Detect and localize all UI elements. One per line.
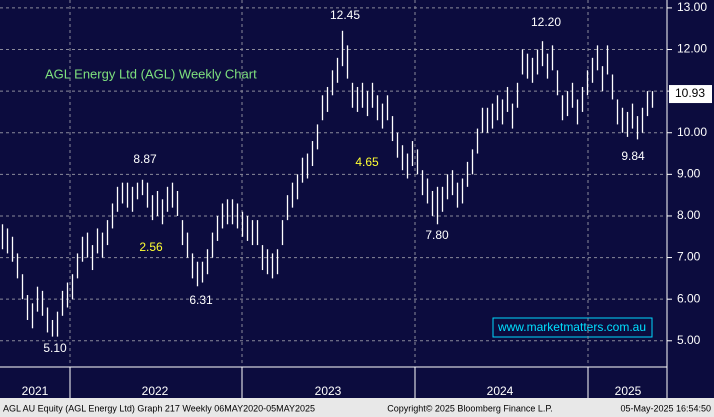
watermark-box bbox=[492, 317, 653, 338]
footer-right: 05-May-2025 16:54:50 bbox=[620, 403, 711, 413]
x-tick-label: 2025 bbox=[615, 384, 642, 398]
annotation: 12.20 bbox=[531, 15, 561, 29]
annotation: 9.84 bbox=[621, 149, 645, 163]
annotation: 4.65 bbox=[355, 155, 379, 169]
last-price-label: 10.93 bbox=[675, 86, 705, 100]
y-tick-label: 5.00 bbox=[677, 333, 701, 347]
plot-background bbox=[0, 0, 714, 398]
x-tick-label: 2023 bbox=[315, 384, 342, 398]
y-tick-label: 8.00 bbox=[677, 208, 701, 222]
x-tick-label: 2024 bbox=[487, 384, 514, 398]
x-tick-label: 2021 bbox=[22, 384, 49, 398]
last-price-box bbox=[669, 85, 712, 104]
y-tick-label: 10.00 bbox=[677, 125, 707, 139]
annotation: 12.45 bbox=[330, 8, 360, 22]
footer-background bbox=[0, 398, 714, 417]
annotation: 6.31 bbox=[189, 293, 213, 307]
annotation: 8.87 bbox=[133, 152, 157, 166]
y-tick-label: 9.00 bbox=[677, 167, 701, 181]
x-tick-label: 2022 bbox=[142, 384, 169, 398]
y-tick-label: 13.00 bbox=[677, 0, 707, 14]
footer-left: AGL AU Equity (AGL Energy Ltd) Graph 217… bbox=[3, 403, 315, 413]
annotation: 5.10 bbox=[43, 341, 67, 355]
y-tick-label: 7.00 bbox=[677, 250, 701, 264]
chart-title: AGL Energy Ltd (AGL) Weekly Chart bbox=[45, 66, 257, 81]
y-tick-label: 12.00 bbox=[677, 42, 707, 56]
annotation: 2.56 bbox=[139, 240, 163, 254]
watermark: www.marketmatters.com.au bbox=[497, 320, 646, 334]
y-tick-label: 6.00 bbox=[677, 291, 701, 305]
annotation: 7.80 bbox=[425, 228, 449, 242]
footer-center: Copyright© 2025 Bloomberg Finance L.P. bbox=[387, 403, 553, 413]
